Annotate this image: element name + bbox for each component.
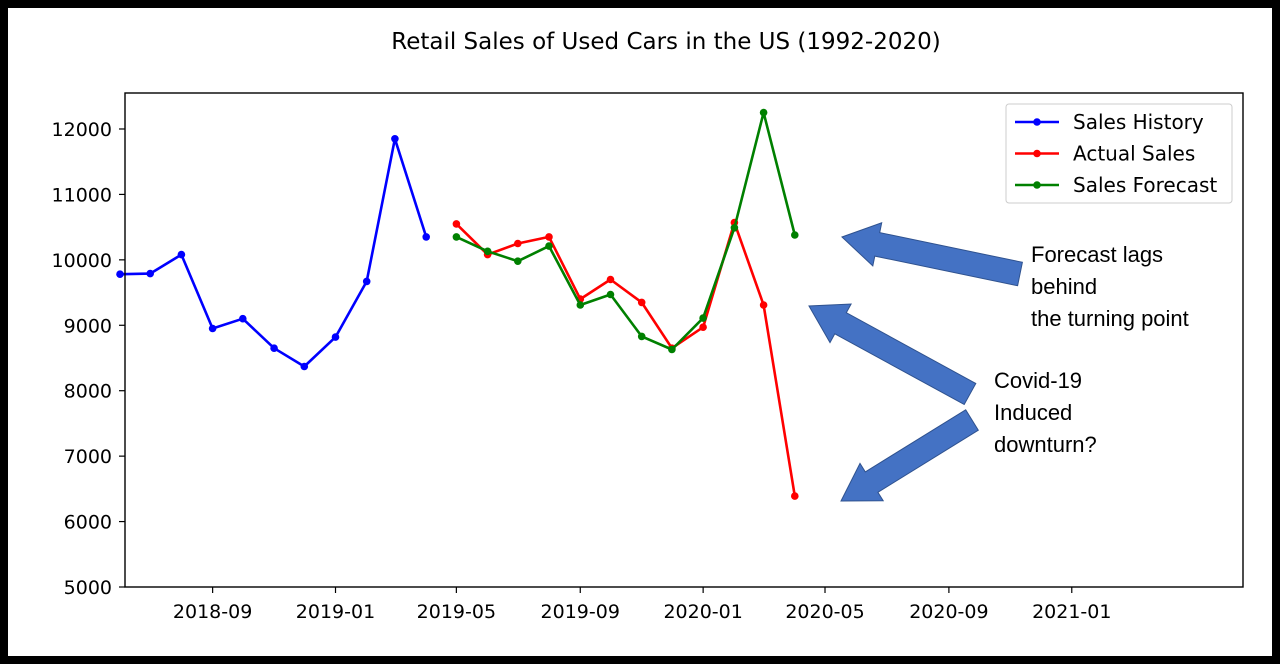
legend-label-actual-sales: Actual Sales xyxy=(1073,142,1195,166)
legend-label-sales-forecast: Sales Forecast xyxy=(1073,173,1217,197)
y-tick-label: 5000 xyxy=(64,577,112,599)
series-layer xyxy=(116,108,799,500)
y-tick-label: 7000 xyxy=(64,446,112,468)
annotation-line: Forecast lags xyxy=(1031,242,1163,267)
data-point-actual-sales xyxy=(699,323,707,332)
annotations: Forecast lags behind the turning point Covi… xyxy=(994,242,1189,457)
data-point-sales-forecast xyxy=(791,231,799,239)
y-tick-label: 11000 xyxy=(52,184,112,206)
annotation-arrows xyxy=(808,222,1023,502)
y-tick-label: 6000 xyxy=(64,512,112,534)
data-point-actual-sales xyxy=(545,233,553,241)
data-point-actual-sales xyxy=(759,301,768,309)
legend-marker-sales-history xyxy=(1033,118,1041,126)
data-point-sales-forecast xyxy=(452,233,461,241)
x-tick-label: 2020-09 xyxy=(909,601,988,623)
data-point-sales-history xyxy=(208,324,217,333)
y-tick-label: 9000 xyxy=(64,315,112,337)
data-point-sales-history xyxy=(331,333,340,341)
plot-area-frame xyxy=(124,92,1244,588)
data-point-actual-sales xyxy=(637,298,646,307)
data-point-sales-history xyxy=(116,270,124,279)
series-line-sales-forecast xyxy=(455,111,797,351)
annotation-line: Induced xyxy=(994,400,1072,425)
x-tick-label: 2020-01 xyxy=(663,601,742,623)
data-point-sales-forecast xyxy=(668,345,676,354)
annotation-line: Covid-19 xyxy=(994,368,1082,393)
legend-marker-actual-sales xyxy=(1033,149,1041,158)
x-tick-label: 2019-05 xyxy=(417,601,496,623)
x-tick-label: 2019-01 xyxy=(296,601,375,623)
data-point-sales-history xyxy=(300,362,309,371)
covid-arrow-lower xyxy=(840,409,979,502)
data-point-actual-sales xyxy=(514,239,522,248)
data-point-sales-forecast xyxy=(483,247,492,256)
x-tick-label: 2019-09 xyxy=(541,601,620,623)
covid-arrow-upper xyxy=(808,303,977,406)
legend-label-sales-history: Sales History xyxy=(1073,110,1204,134)
annotation-line: downturn? xyxy=(994,432,1097,457)
y-tick-label: 10000 xyxy=(52,250,112,272)
x-axis: 2018-09 2019-01 2019-05 2019-09 2020-01 2020-… xyxy=(173,587,1111,623)
data-point-actual-sales xyxy=(606,275,615,284)
data-point-sales-history xyxy=(362,277,371,286)
data-point-sales-forecast xyxy=(759,108,768,117)
legend: Sales History Actual Sales Sales Forecast xyxy=(1005,103,1233,204)
series-line-actual-sales xyxy=(455,221,797,497)
annotation-covid: Covid-19 Induced downturn? xyxy=(994,368,1097,457)
annotation-forecast-lag: Forecast lags behind the turning point xyxy=(1031,242,1189,331)
x-tick-label: 2020-05 xyxy=(785,601,864,623)
data-point-sales-forecast xyxy=(576,301,585,309)
data-point-sales-forecast xyxy=(699,314,707,322)
y-tick-label: 12000 xyxy=(52,119,112,141)
chart-title: Retail Sales of Used Cars in the US (199… xyxy=(391,29,940,55)
legend-marker-sales-forecast xyxy=(1033,181,1041,189)
data-point-sales-forecast xyxy=(637,332,646,341)
y-tick-label: 8000 xyxy=(64,381,112,403)
data-point-sales-forecast xyxy=(545,242,553,250)
forecast-lag-arrow xyxy=(841,222,1023,287)
data-point-sales-history xyxy=(422,233,431,241)
series-sales-history xyxy=(116,135,431,371)
annotation-line: behind xyxy=(1031,274,1097,299)
data-point-sales-history xyxy=(270,344,278,353)
data-point-sales-history xyxy=(391,135,399,143)
data-point-actual-sales xyxy=(791,492,799,500)
series-actual-sales xyxy=(452,218,799,500)
y-axis: 5000 6000 7000 8000 9000 10000 11000 12000 xyxy=(52,119,125,599)
data-point-sales-history xyxy=(146,269,154,278)
data-point-sales-forecast xyxy=(514,257,522,266)
data-point-actual-sales xyxy=(452,220,461,228)
x-tick-label: 2018-09 xyxy=(173,601,252,623)
series-line-sales-history xyxy=(119,137,428,368)
data-point-sales-history xyxy=(177,250,186,259)
data-point-sales-history xyxy=(239,314,247,323)
annotation-line: the turning point xyxy=(1031,306,1189,331)
series-sales-forecast xyxy=(452,108,799,354)
data-point-sales-forecast xyxy=(606,290,615,299)
x-tick-label: 2021-01 xyxy=(1032,601,1111,623)
data-point-sales-forecast xyxy=(730,224,739,232)
legend-box xyxy=(1005,103,1233,204)
